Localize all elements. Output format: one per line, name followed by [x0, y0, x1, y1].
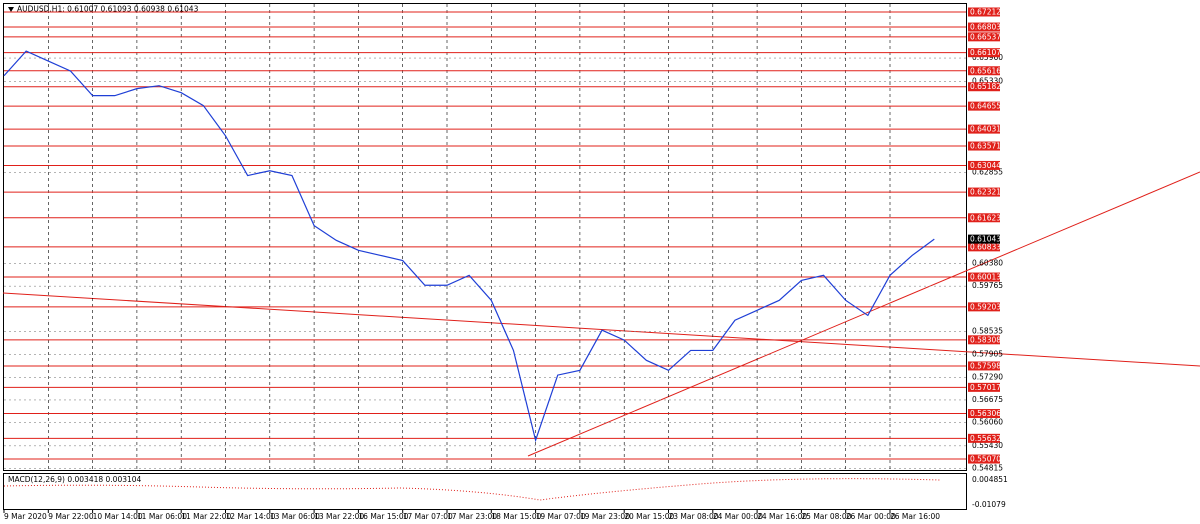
x-tick-label: 26 Mar 00:00 [846, 512, 896, 521]
y-tick-label: 0.59765 [972, 281, 1003, 290]
x-tick-label: 13 Mar 06:00 [270, 512, 320, 521]
macd-signal [3, 478, 941, 501]
x-tick-label: 17 Mar 07:00 [403, 512, 453, 521]
level-label: 0.61623 [970, 213, 1001, 222]
level-tag [968, 82, 1000, 92]
last-price-tag [968, 234, 1000, 244]
price-line [3, 50, 935, 443]
level-label: 0.57017 [970, 383, 1001, 392]
x-tick-label: 16 Mar 15:00 [358, 512, 408, 521]
level-label: 0.63571 [970, 142, 1001, 151]
level-tag [968, 335, 1000, 345]
x-tick-label: 23 Mar 08:00 [669, 512, 719, 521]
main-frame [3, 3, 967, 471]
trend-line [2, 292, 1200, 367]
level-tag [968, 187, 1000, 197]
y-tick-label: 0.65960 [972, 53, 1003, 62]
macd-frame [3, 473, 967, 510]
level-label: 0.66537 [970, 32, 1001, 41]
level-label: 0.60833 [970, 242, 1001, 251]
level-label: 0.67212 [970, 7, 1001, 16]
macd-tick-label: -0.01079 [972, 500, 1006, 509]
level-tag [968, 124, 1000, 134]
level-label: 0.55632 [970, 434, 1001, 443]
x-tick-label: 19 Mar 23:00 [580, 512, 630, 521]
y-tick-label: 0.57290 [972, 372, 1003, 381]
x-tick-label: 26 Mar 16:00 [890, 512, 940, 521]
level-tag [968, 302, 1000, 312]
level-tag [968, 66, 1000, 76]
x-tick-label: 19 Mar 07:00 [536, 512, 586, 521]
level-tag [968, 7, 1000, 17]
level-label: 0.64031 [970, 125, 1001, 134]
level-tag [968, 22, 1000, 32]
level-tag [968, 160, 1000, 170]
x-tick-label: 11 Mar 22:00 [181, 512, 231, 521]
level-label: 0.66803 [970, 23, 1001, 32]
y-tick-label: 0.54815 [972, 463, 1003, 472]
level-label: 0.60013 [970, 273, 1001, 282]
x-tick-label: 12 Mar 14:00 [226, 512, 276, 521]
last-price-label: 0.61043 [970, 235, 1001, 244]
x-tick-label: 25 Mar 08:00 [801, 512, 851, 521]
y-tick-label: 0.56675 [972, 395, 1003, 404]
level-label: 0.65616 [970, 66, 1001, 75]
x-tick-label: 17 Mar 23:00 [447, 512, 497, 521]
level-tag [968, 213, 1000, 223]
y-tick-label: 0.60380 [972, 259, 1003, 268]
level-tag [968, 382, 1000, 392]
level-tag [968, 48, 1000, 58]
y-tick-label: 0.65330 [972, 76, 1003, 85]
level-tag [968, 272, 1000, 282]
y-tick-label: 0.58535 [972, 326, 1003, 335]
macd-tick-label: 0.004851 [972, 475, 1008, 484]
y-tick-label: 0.55430 [972, 441, 1003, 450]
y-tick-label: 0.56060 [972, 418, 1003, 427]
level-label: 0.65182 [970, 82, 1001, 91]
trend-line [527, 171, 1200, 457]
x-tick-label: 10 Mar 14:00 [93, 512, 143, 521]
level-label: 0.56306 [970, 409, 1001, 418]
level-tag [968, 32, 1000, 42]
level-tag [968, 433, 1000, 443]
x-tick-label: 24 Mar 16:00 [757, 512, 807, 521]
level-label: 0.63044 [970, 161, 1001, 170]
x-tick-label: 11 Mar 06:00 [137, 512, 187, 521]
level-label: 0.58308 [970, 335, 1001, 344]
level-tag [968, 242, 1000, 252]
level-label: 0.57598 [970, 361, 1001, 370]
level-tag [968, 454, 1000, 464]
y-tick-label: 0.57905 [972, 350, 1003, 359]
level-label: 0.64655 [970, 102, 1001, 111]
level-tag [968, 361, 1000, 371]
level-tag [968, 101, 1000, 111]
x-tick-label: 9 Mar 2020 [4, 512, 47, 521]
level-label: 0.55070 [970, 455, 1001, 464]
chart-title: AUDUSD,H1: 0.61007 0.61093 0.60938 0.610… [17, 5, 199, 14]
level-label: 0.62321 [970, 188, 1001, 197]
x-tick-label: 18 Mar 15:00 [491, 512, 541, 521]
level-label: 0.59203 [970, 302, 1001, 311]
level-label: 0.66107 [970, 48, 1001, 57]
x-tick-label: 20 Mar 15:00 [624, 512, 674, 521]
menu-arrow [8, 7, 14, 12]
macd-title: MACD(12,26,9) 0.003418 0.003104 [8, 475, 142, 484]
level-tag [968, 409, 1000, 419]
x-tick-label: 24 Mar 00:00 [713, 512, 763, 521]
level-tag [968, 141, 1000, 151]
x-tick-label: 9 Mar 22:00 [48, 512, 94, 521]
x-tick-label: 13 Mar 22:00 [314, 512, 364, 521]
y-tick-label: 0.62855 [972, 167, 1003, 176]
